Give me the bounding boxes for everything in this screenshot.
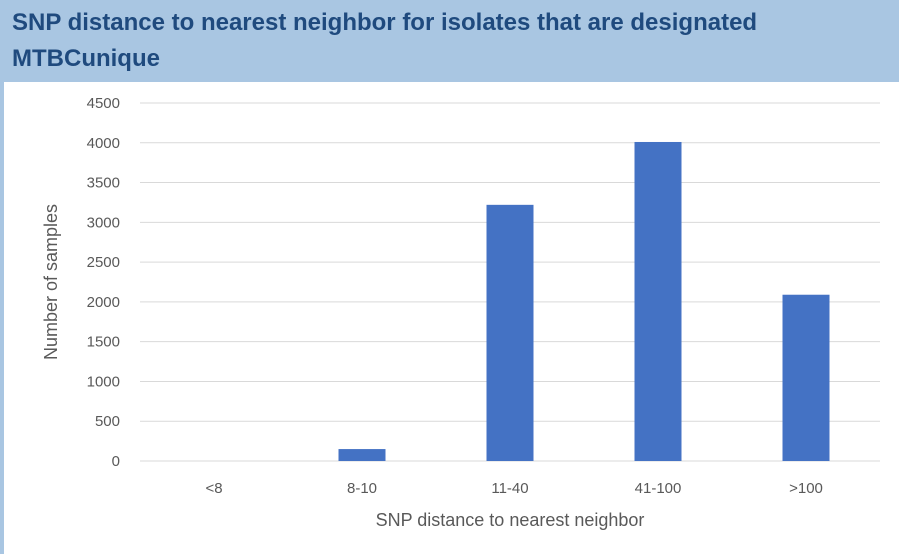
gridlines bbox=[140, 102, 880, 462]
x-tick-label: 41-100 bbox=[635, 480, 682, 497]
y-tick-label: 2000 bbox=[87, 294, 120, 311]
bar-2 bbox=[486, 204, 534, 461]
bar-3 bbox=[634, 141, 682, 461]
bars bbox=[338, 141, 830, 461]
chart-title-line-1: SNP distance to nearest neighbor for iso… bbox=[12, 9, 758, 36]
y-axis-title: Number of samples bbox=[41, 204, 61, 360]
chart-title-line-2: MTBCunique bbox=[12, 45, 160, 72]
y-tick-label: 1000 bbox=[87, 373, 120, 390]
x-tick-label: <8 bbox=[205, 480, 222, 497]
y-tick-label: 4500 bbox=[87, 95, 120, 112]
y-tick-label: 1500 bbox=[87, 334, 120, 351]
y-tick-labels: 0 500 1000 1500 2000 2500 3000 3500 4000 4500 bbox=[87, 95, 120, 470]
y-tick-label: 3500 bbox=[87, 175, 120, 192]
left-accent-strip bbox=[0, 82, 4, 554]
y-tick-label: 500 bbox=[95, 413, 120, 430]
bar-chart: 0 500 1000 1500 2000 2500 3000 3500 4000 4500 <8 8… bbox=[41, 95, 880, 530]
x-tick-labels: <8 8-10 11-40 41-100 >100 bbox=[205, 480, 822, 497]
bar-4 bbox=[782, 294, 830, 461]
x-tick-label: 11-40 bbox=[491, 480, 528, 497]
y-tick-label: 3000 bbox=[87, 214, 120, 231]
chart-title: SNP distance to nearest neighbor for iso… bbox=[12, 5, 899, 77]
title-banner: SNP distance to nearest neighbor for iso… bbox=[0, 0, 899, 82]
y-tick-label: 2500 bbox=[87, 254, 120, 271]
x-tick-label: 8-10 bbox=[347, 480, 377, 497]
bar-1 bbox=[338, 449, 386, 461]
y-tick-label: 4000 bbox=[87, 135, 120, 152]
x-tick-label: >100 bbox=[789, 480, 823, 497]
y-tick-label: 0 bbox=[112, 453, 120, 470]
x-axis-title: SNP distance to nearest neighbor bbox=[376, 510, 645, 530]
